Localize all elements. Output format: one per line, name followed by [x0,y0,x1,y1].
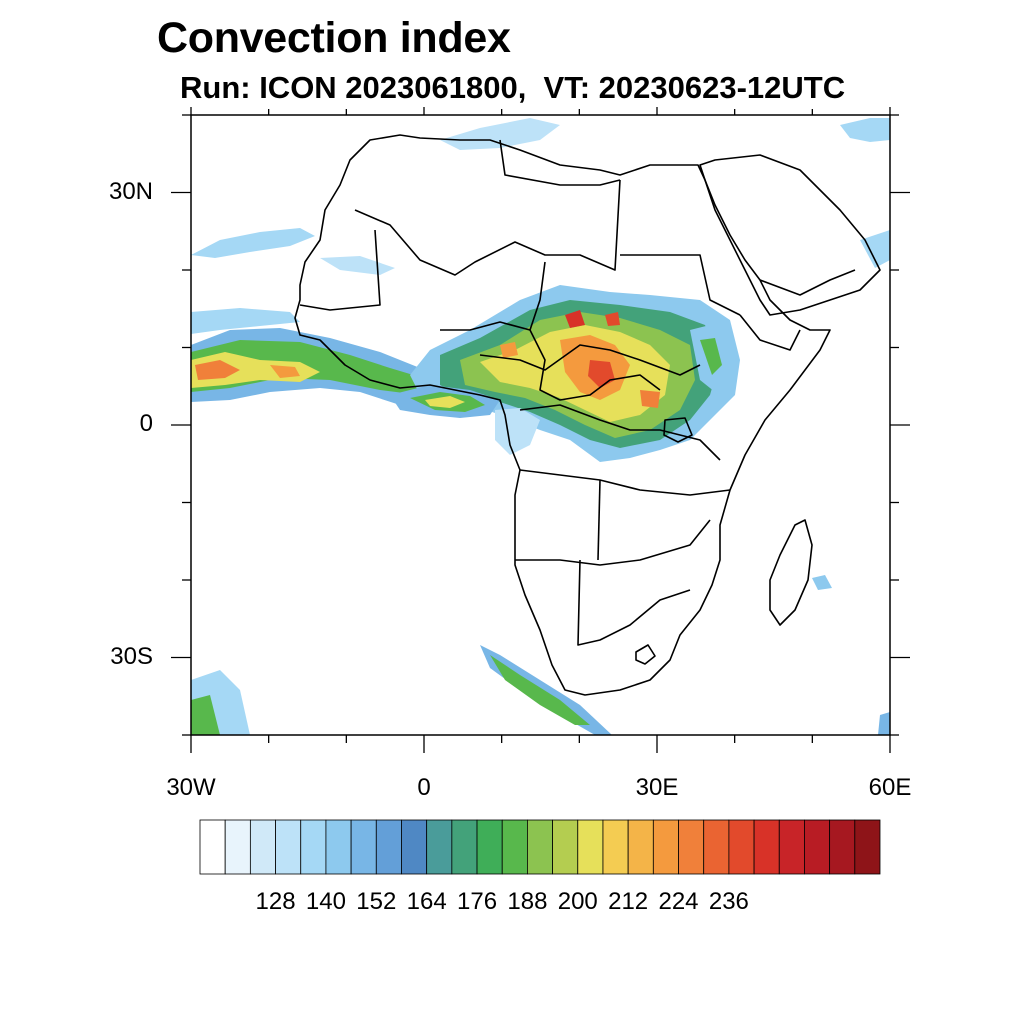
sahel-convection [410,285,740,462]
colorbar-label: 188 [507,888,548,915]
colorbar-swatch [854,819,881,875]
colorbar-swatch [552,819,579,875]
chart-subtitle: Run: ICON 2023061800, VT: 20230623-12UTC [180,70,846,105]
border-8 [519,469,731,496]
lat-label: 30S [110,642,153,670]
africa-coastline [294,134,831,696]
lat-label: 0 [139,410,153,437]
border-10 [577,559,691,646]
lon-label: 30W [166,774,216,801]
colorbar-swatch [426,819,453,875]
colorbar-label: 164 [406,888,447,915]
colorbar-swatch [501,819,528,875]
border-13 [739,314,801,351]
lon-label: 0 [417,774,431,801]
colorbar-swatch [224,819,251,875]
colorbar-swatch [602,819,629,875]
colorbar-swatch [678,819,705,875]
border-7 [519,404,721,461]
coastlines-and-borders [294,134,881,696]
border-12 [499,139,621,186]
colorbar-swatch [199,819,226,875]
lon-label: 30E [635,774,679,801]
madagascar [769,519,813,626]
colorbar-swatch [829,819,856,875]
border-1 [354,179,621,276]
colorbar-label: 200 [557,888,598,915]
colorbar-label: 236 [708,888,749,915]
colorbar-swatch [703,819,730,875]
colorbar-swatch [753,819,780,875]
colorbar-swatch [652,819,679,875]
colorbar-swatch [527,819,553,875]
arabian-peninsula [699,154,881,316]
convection-field [191,118,890,735]
colorbar-swatch [401,819,428,875]
lat-label: 30N [108,177,153,205]
border-9 [515,519,711,566]
border-3 [529,261,661,401]
colorbar-swatch [375,819,402,875]
colorbar-swatch [350,819,377,875]
border-4 [440,321,531,331]
southern-ocean-front [191,575,890,735]
colorbar-swatch [728,819,755,875]
colorbar-label: 212 [608,888,649,915]
colorbar-swatch [249,819,276,875]
northwest-africa-clouds [191,118,890,334]
border-14 [759,269,856,296]
lake-victoria [663,417,693,443]
colorbar-swatch [627,819,654,875]
colorbar-label: 140 [305,888,346,915]
map-frame [171,107,910,753]
colorbar-swatch [476,819,503,875]
colorbar-label: 152 [356,888,397,915]
colorbar-swatch [577,819,604,875]
colorbar-label: 128 [255,888,296,915]
chart-title: Convection index [157,14,511,62]
lon-label: 60E [868,774,912,801]
border-6 [479,344,701,376]
border-2 [620,254,741,316]
lesotho [635,644,656,665]
colorbar-swatch [804,819,831,875]
colorbar-swatch [325,819,352,875]
colorbar-label: 224 [658,888,699,915]
colorbar-swatch [778,819,805,875]
colorbar [199,819,881,875]
border-5 [299,229,381,311]
colorbar-label: 176 [457,888,498,915]
itcz-atlantic-band [191,328,470,410]
border-11 [597,479,601,561]
colorbar-swatch [451,819,478,875]
colorbar-swatch [275,819,302,875]
colorbar-swatch [300,819,327,875]
